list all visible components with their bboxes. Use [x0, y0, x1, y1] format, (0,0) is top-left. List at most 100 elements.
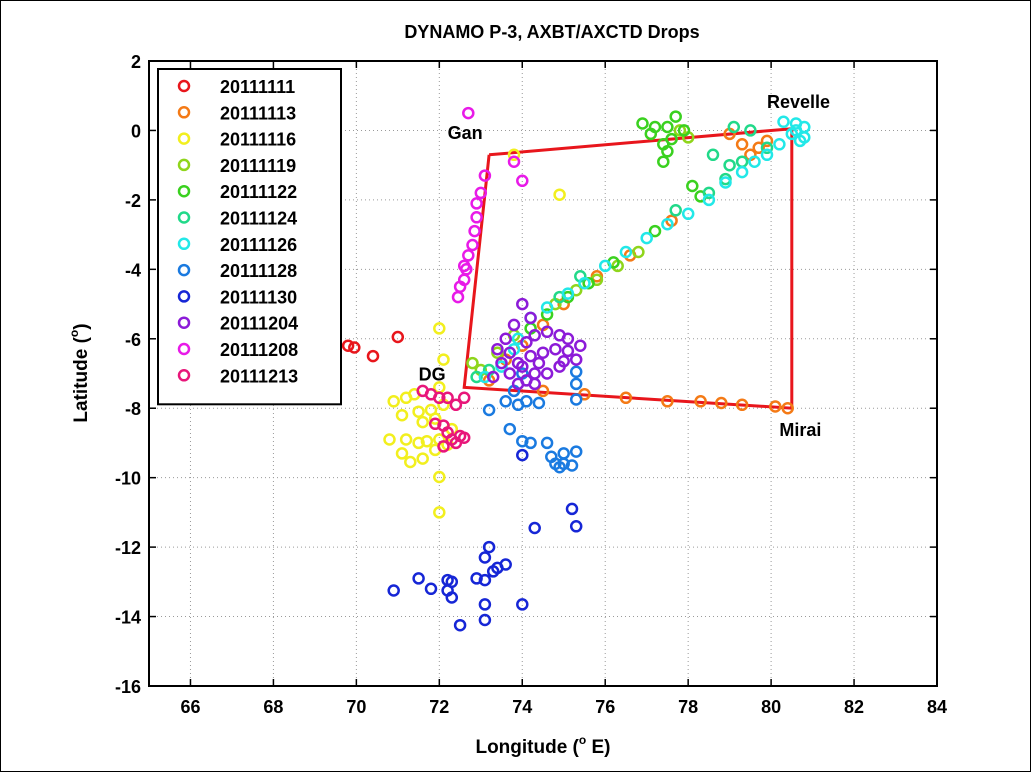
- data-point: [486, 565, 500, 578]
- data-point: [395, 408, 409, 422]
- data-point: [399, 433, 413, 446]
- data-point: [482, 403, 496, 417]
- data-point: [661, 145, 674, 158]
- data-point: [449, 398, 463, 412]
- data-point: [441, 391, 454, 405]
- data-point: [424, 582, 438, 596]
- y-tick-label: 2: [131, 52, 141, 72]
- data-point: [457, 431, 471, 444]
- data-point: [482, 540, 496, 554]
- data-point: [457, 391, 471, 405]
- data-point: [507, 318, 521, 332]
- data-point: [769, 400, 782, 413]
- data-point: [387, 584, 400, 597]
- data-point: [569, 365, 583, 379]
- data-point: [561, 287, 575, 300]
- data-point: [433, 506, 446, 519]
- data-point: [503, 367, 517, 380]
- data-point: [524, 436, 537, 450]
- data-point: [412, 436, 425, 450]
- data-point: [540, 367, 554, 380]
- x-tick-label: 82: [844, 697, 864, 717]
- data-point: [760, 134, 774, 148]
- data-point: [540, 325, 554, 339]
- data-point: [528, 521, 541, 535]
- data-point: [686, 179, 699, 193]
- data-point: [574, 339, 587, 352]
- data-point: [437, 353, 450, 366]
- data-point: [569, 393, 583, 406]
- data-point: [681, 207, 695, 221]
- data-points: [341, 106, 811, 632]
- data-point: [619, 245, 633, 259]
- data-point: [412, 405, 425, 418]
- data-point: [644, 127, 658, 141]
- data-point: [495, 356, 508, 370]
- data-point: [752, 141, 765, 155]
- data-point: [561, 344, 575, 358]
- data-point: [549, 342, 562, 356]
- data-point: [536, 346, 550, 359]
- data-point: [789, 124, 803, 137]
- data-point: [677, 124, 691, 137]
- data-point: [636, 117, 649, 130]
- legend-marker: [177, 263, 191, 277]
- data-point: [665, 132, 678, 146]
- data-point: [499, 558, 512, 571]
- data-point: [499, 395, 512, 408]
- data-point: [719, 176, 732, 189]
- data-point: [632, 245, 645, 259]
- series-20111208: [451, 106, 529, 304]
- data-point: [420, 434, 434, 448]
- annotations: Revelle Gan DG Mirai: [419, 92, 830, 440]
- data-point: [478, 169, 492, 182]
- legend-label: 20111128: [220, 261, 297, 281]
- y-tick-label: -16: [115, 677, 141, 697]
- data-point: [478, 573, 492, 587]
- series-20111213: [416, 384, 471, 453]
- series-20111126: [478, 115, 811, 384]
- data-point: [773, 138, 786, 151]
- data-point: [648, 224, 662, 238]
- legend-label: 20111119: [220, 156, 296, 176]
- legend-label: 20111208: [220, 340, 298, 360]
- x-tick-label: 78: [678, 697, 698, 717]
- data-point: [468, 224, 481, 238]
- data-point: [540, 436, 554, 450]
- data-point: [715, 396, 728, 410]
- data-point: [516, 434, 529, 448]
- data-point: [706, 148, 720, 162]
- data-point: [798, 131, 811, 144]
- x-tick-label: 76: [595, 697, 615, 717]
- data-point: [462, 106, 475, 120]
- legend-marker: [177, 132, 191, 145]
- data-point: [702, 193, 716, 207]
- data-point: [457, 259, 471, 273]
- data-point: [486, 370, 500, 384]
- data-point: [470, 197, 483, 210]
- series-20111116: [383, 148, 566, 519]
- data-point: [503, 346, 517, 359]
- data-point: [744, 124, 757, 137]
- x-tick-label: 84: [927, 697, 947, 717]
- data-point: [735, 138, 749, 151]
- data-point: [387, 395, 400, 408]
- data-point: [760, 141, 774, 155]
- data-point: [694, 395, 707, 408]
- data-point: [466, 238, 479, 252]
- data-point: [735, 398, 749, 412]
- x-tick-label: 72: [429, 697, 449, 717]
- data-point: [428, 412, 442, 425]
- x-tick-label: 70: [346, 697, 366, 717]
- y-tick-label: -10: [115, 469, 141, 489]
- data-point: [524, 349, 537, 363]
- data-point: [437, 440, 450, 453]
- data-point: [598, 259, 612, 273]
- legend-marker: [177, 79, 191, 93]
- data-point: [478, 551, 492, 564]
- y-axis-title: Latitude (o): [67, 323, 92, 422]
- data-point: [557, 447, 570, 460]
- data-point: [478, 613, 492, 627]
- data-point: [416, 415, 429, 429]
